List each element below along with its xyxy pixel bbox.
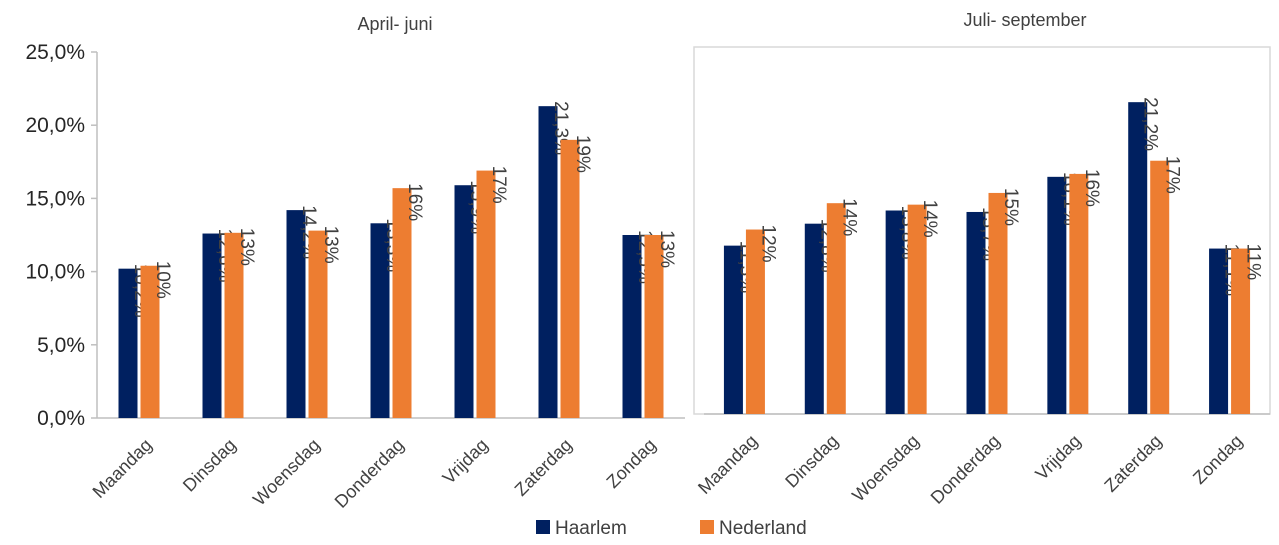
- bar-haarlem: [1209, 248, 1229, 414]
- data-label: 17%: [488, 166, 509, 204]
- bar-nederland: [140, 265, 160, 418]
- y-tick-label: 20,0%: [25, 114, 85, 137]
- bar-haarlem: [286, 210, 306, 418]
- bar-haarlem: [454, 185, 474, 418]
- legend-swatch-haarlem: [536, 520, 550, 534]
- data-label: 16%: [1081, 169, 1102, 207]
- x-tick-label: Vrijdag: [1031, 431, 1084, 484]
- bar-haarlem: [370, 223, 390, 418]
- data-label: 13%: [656, 230, 677, 268]
- data-label: 17%: [1162, 156, 1183, 194]
- panel-title: Juli- september: [963, 10, 1086, 30]
- bar-nederland: [1069, 173, 1089, 414]
- bar-nederland: [560, 139, 580, 418]
- bar-haarlem: [804, 223, 824, 414]
- data-label: 11%: [1243, 244, 1264, 281]
- bar-haarlem: [1047, 176, 1067, 414]
- bar-nederland: [392, 188, 412, 418]
- bar-nederland: [476, 170, 496, 418]
- bar-haarlem: [885, 210, 905, 414]
- panel-title: April- juni: [357, 14, 432, 34]
- data-label: 21,2%: [1140, 97, 1161, 151]
- legend-swatch-nederland: [700, 520, 714, 534]
- bar-nederland: [1231, 248, 1251, 414]
- data-label: 13%: [320, 226, 341, 264]
- x-tick-label: Zaterdag: [511, 435, 576, 500]
- bar-haarlem: [723, 245, 743, 414]
- bar-haarlem: [202, 233, 222, 418]
- data-label: 15%: [1000, 188, 1021, 226]
- bar-haarlem: [538, 106, 558, 418]
- x-tick-label: Zaterdag: [1100, 431, 1165, 496]
- bar-nederland: [907, 204, 927, 414]
- y-tick-label: 5,0%: [37, 334, 85, 357]
- x-tick-label: Zondag: [603, 435, 660, 492]
- bar-haarlem: [1128, 102, 1148, 414]
- bar-nederland: [308, 230, 328, 418]
- data-label: 10%: [152, 261, 173, 299]
- x-tick-label: Maandag: [89, 435, 156, 502]
- y-tick-label: 10,0%: [25, 261, 85, 284]
- bar-nederland: [826, 203, 846, 414]
- x-tick-label: Donderdag: [927, 431, 1004, 508]
- x-tick-label: Donderdag: [331, 435, 408, 512]
- data-label: 12%: [757, 225, 778, 263]
- data-label: 19%: [572, 135, 593, 173]
- x-tick-label: Maandag: [694, 431, 761, 498]
- bar-nederland: [224, 232, 244, 418]
- data-label: 16%: [404, 183, 425, 221]
- y-tick-label: 25,0%: [25, 41, 85, 64]
- bar-nederland: [988, 192, 1008, 414]
- x-tick-label: Zondag: [1189, 431, 1246, 488]
- x-tick-label: Woensdag: [848, 431, 923, 506]
- x-tick-label: Dinsdag: [179, 435, 240, 496]
- data-label: 14%: [838, 198, 859, 236]
- bar-haarlem: [118, 268, 138, 418]
- data-label: 13%: [236, 228, 257, 266]
- x-tick-label: Dinsdag: [781, 431, 842, 492]
- x-tick-label: Vrijdag: [439, 435, 492, 488]
- legend-label-haarlem: Haarlem: [555, 518, 627, 539]
- bar-nederland: [1150, 160, 1170, 414]
- bar-haarlem: [622, 235, 642, 418]
- y-tick-label: 15,0%: [25, 187, 85, 210]
- data-label: 14%: [919, 200, 940, 238]
- bar-haarlem: [966, 211, 986, 414]
- x-tick-label: Woensdag: [249, 435, 324, 510]
- y-tick-label: 0,0%: [37, 407, 85, 430]
- bar-nederland: [745, 229, 765, 414]
- legend-label-nederland: Nederland: [719, 518, 807, 539]
- bar-nederland: [644, 235, 664, 418]
